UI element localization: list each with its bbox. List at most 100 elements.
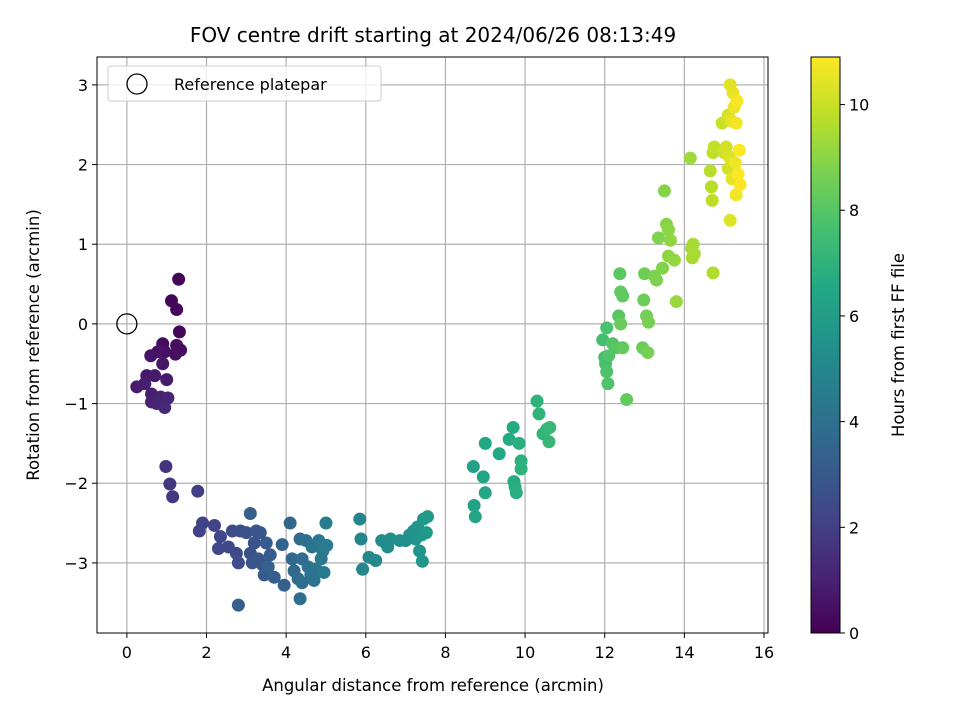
data-point: [285, 552, 299, 566]
data-point: [733, 177, 747, 191]
data-point: [211, 542, 225, 556]
data-point: [172, 325, 186, 339]
data-point: [421, 510, 435, 524]
grid: [97, 57, 768, 633]
data-point: [731, 167, 745, 181]
data-point: [156, 357, 170, 371]
data-point: [683, 151, 697, 165]
y-tick-label: −2: [64, 474, 88, 493]
data-point: [243, 506, 257, 520]
data-point: [661, 223, 675, 237]
data-point: [253, 526, 267, 540]
data-point: [231, 598, 245, 612]
y-tick-label: 3: [78, 76, 88, 95]
x-tick-label: 4: [281, 643, 291, 662]
data-point: [293, 592, 307, 606]
x-tick-label: 8: [440, 643, 450, 662]
data-point: [642, 315, 656, 329]
data-point: [601, 377, 615, 391]
data-point: [616, 289, 630, 303]
data-point: [514, 462, 528, 476]
data-point: [413, 544, 427, 558]
data-point: [277, 578, 291, 592]
x-tick-label: 6: [361, 643, 371, 662]
data-point: [729, 116, 743, 130]
data-point: [732, 143, 746, 157]
data-point: [602, 349, 616, 363]
data-point: [168, 347, 182, 361]
data-point: [655, 261, 669, 275]
colorbar-tick-label: 10: [849, 96, 869, 115]
data-point: [196, 516, 210, 530]
data-point: [492, 447, 506, 461]
y-axis: −3 −2 −1 0 1 2 3: [64, 76, 97, 573]
data-point: [704, 180, 718, 194]
colorbar-tick-label: 6: [849, 307, 859, 326]
data-point: [354, 532, 368, 546]
data-point: [239, 526, 253, 540]
data-point: [317, 565, 331, 579]
x-tick-label: 2: [201, 643, 211, 662]
data-point: [707, 140, 721, 154]
data-point: [231, 556, 245, 570]
y-tick-label: 1: [78, 235, 88, 254]
data-point: [369, 554, 383, 568]
data-point: [637, 293, 651, 307]
y-axis-label: Rotation from reference (arcmin): [24, 209, 43, 481]
data-point: [415, 554, 429, 568]
data-point: [600, 365, 614, 379]
data-point: [620, 393, 634, 407]
colorbar: 0 2 4 6 8 10 Hours from first FF file: [810, 56, 908, 643]
data-point: [600, 321, 614, 335]
data-point: [467, 499, 481, 513]
data-point: [687, 247, 701, 261]
data-point: [651, 231, 665, 245]
data-point: [207, 518, 221, 532]
y-tick-label: 2: [78, 156, 88, 175]
data-points: [116, 78, 747, 612]
data-point: [159, 459, 173, 473]
colorbar-tick-label: 8: [849, 201, 859, 220]
data-point: [466, 459, 480, 473]
x-axis-label: Angular distance from reference (arcmin): [262, 676, 604, 695]
data-point: [172, 272, 186, 286]
data-point: [478, 486, 492, 500]
x-tick-label: 12: [595, 643, 615, 662]
data-point: [616, 341, 630, 355]
data-point: [723, 213, 737, 227]
data-point: [160, 373, 174, 387]
data-point: [320, 538, 334, 552]
y-tick-label: 0: [78, 315, 88, 334]
x-tick-label: 10: [515, 643, 535, 662]
data-point: [657, 184, 671, 198]
plot-frame: [96, 56, 769, 634]
data-point: [543, 420, 557, 434]
x-axis: 0 2 4 6 8 10 12 14 16: [122, 633, 774, 662]
data-point: [476, 470, 490, 484]
data-point: [191, 484, 205, 498]
data-point: [729, 188, 743, 202]
data-point: [512, 436, 526, 450]
data-point: [419, 526, 433, 540]
data-point: [148, 369, 162, 383]
data-point: [261, 560, 275, 574]
y-tick-label: −3: [64, 554, 88, 573]
chart-title: FOV centre drift starting at 2024/06/26 …: [190, 23, 676, 47]
data-point: [686, 237, 700, 251]
x-tick-label: 16: [754, 643, 774, 662]
reference-platepar-marker: [116, 313, 138, 335]
data-point: [307, 573, 321, 587]
data-point: [478, 436, 492, 450]
legend-marker-circle-icon: [126, 73, 148, 95]
x-tick-label: 14: [674, 643, 694, 662]
data-point: [703, 164, 717, 178]
data-point: [468, 510, 482, 524]
data-point: [649, 273, 663, 287]
data-point: [730, 94, 744, 108]
data-point: [542, 435, 556, 449]
colorbar-gradient: [810, 56, 841, 634]
legend-label: Reference platepar: [174, 75, 327, 94]
data-point: [669, 295, 683, 309]
data-point: [267, 570, 281, 584]
